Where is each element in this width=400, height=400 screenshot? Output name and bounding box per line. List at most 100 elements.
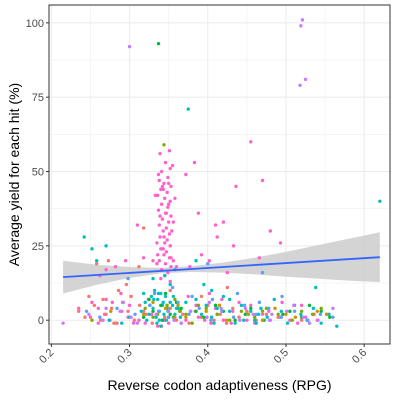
data-point — [220, 297, 224, 302]
data-point — [186, 294, 190, 299]
data-point — [284, 312, 288, 316]
data-point — [221, 318, 226, 322]
data-point — [156, 208, 161, 212]
data-point — [204, 303, 208, 308]
data-point — [246, 312, 251, 316]
data-point — [278, 241, 283, 245]
data-point — [252, 318, 257, 322]
data-point — [107, 318, 111, 322]
data-point — [139, 309, 143, 313]
data-point — [101, 318, 105, 322]
data-point — [202, 318, 207, 322]
data-point — [181, 312, 185, 316]
data-point — [168, 166, 172, 171]
data-point — [285, 321, 290, 325]
y-tick-label: 0 — [38, 315, 44, 327]
data-point — [161, 187, 165, 192]
data-point — [221, 220, 226, 224]
data-point — [92, 303, 97, 308]
data-point — [184, 172, 188, 177]
data-point — [319, 306, 323, 311]
data-point — [173, 297, 177, 302]
data-point — [260, 312, 265, 316]
data-point — [249, 309, 253, 313]
y-tick-label: 50 — [32, 167, 44, 179]
data-point — [268, 229, 273, 233]
data-point — [237, 315, 241, 319]
data-point — [233, 321, 237, 325]
data-point — [171, 259, 176, 263]
data-point — [234, 184, 238, 189]
data-point — [164, 226, 169, 230]
data-point — [109, 309, 113, 313]
data-point — [176, 300, 180, 305]
data-point — [194, 303, 198, 308]
data-point — [120, 321, 124, 325]
y-tick-label: 75 — [32, 92, 44, 104]
data-point — [87, 294, 91, 299]
data-point — [156, 253, 160, 257]
data-point — [168, 288, 172, 293]
data-point — [95, 259, 99, 263]
data-point — [171, 315, 176, 319]
data-point — [202, 282, 206, 287]
data-point — [199, 294, 204, 299]
data-point — [285, 309, 289, 313]
data-point — [249, 303, 253, 308]
data-point — [159, 202, 164, 206]
data-point — [199, 312, 204, 316]
data-point — [151, 276, 155, 281]
y-tick-label: 100 — [26, 18, 44, 30]
trend-line — [63, 256, 380, 278]
data-point — [324, 312, 329, 316]
data-point — [151, 309, 155, 313]
data-point — [184, 312, 188, 316]
data-point — [293, 315, 298, 319]
data-point — [147, 297, 151, 302]
data-point — [168, 244, 172, 248]
data-point — [176, 303, 180, 308]
data-point — [264, 306, 269, 311]
data-point — [144, 312, 148, 316]
data-point — [281, 312, 285, 316]
data-point — [174, 318, 179, 322]
data-point — [299, 303, 304, 308]
data-point — [152, 291, 157, 296]
data-point — [318, 312, 323, 316]
data-point — [133, 312, 137, 316]
data-point — [141, 312, 146, 316]
data-point — [280, 294, 284, 299]
data-point — [157, 309, 161, 313]
data-point — [109, 306, 114, 311]
data-point — [157, 318, 161, 322]
data-point — [260, 309, 265, 313]
data-point — [202, 315, 206, 319]
data-point — [204, 309, 208, 313]
data-point — [169, 256, 173, 260]
data-point — [280, 300, 284, 305]
data-point — [162, 253, 166, 257]
data-point — [267, 306, 271, 311]
data-point — [98, 315, 102, 319]
data-point — [156, 193, 160, 198]
data-point — [378, 199, 382, 203]
data-point — [77, 309, 81, 313]
data-point — [149, 294, 154, 299]
data-point — [155, 321, 159, 325]
data-point — [162, 312, 166, 316]
data-point — [168, 306, 172, 311]
data-point — [156, 297, 160, 302]
data-point — [169, 184, 173, 189]
data-point — [87, 312, 91, 316]
data-point — [192, 160, 197, 165]
data-point — [254, 312, 258, 316]
data-point — [165, 303, 169, 308]
data-point — [159, 303, 163, 308]
confidence-band — [63, 232, 380, 294]
data-point — [249, 140, 253, 144]
data-point — [150, 321, 154, 325]
data-point — [207, 300, 212, 305]
data-point — [194, 259, 198, 263]
data-point — [166, 220, 171, 224]
